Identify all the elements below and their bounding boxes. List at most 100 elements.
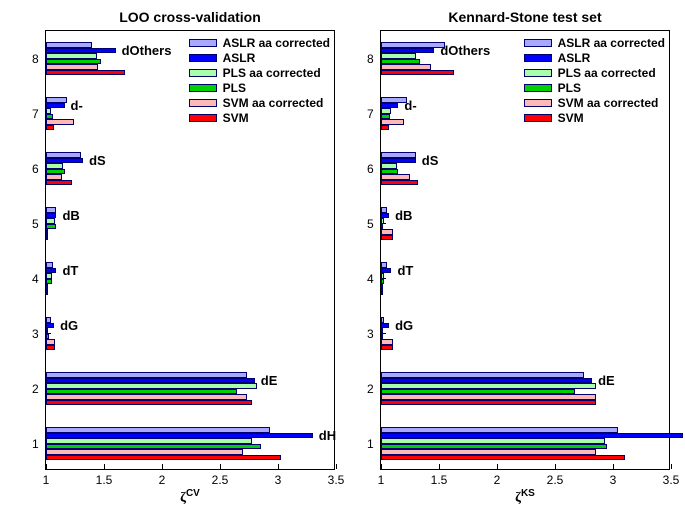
bar [381, 235, 393, 241]
xtick [613, 464, 614, 469]
xlabel: ζKS [381, 488, 669, 507]
legend-text: SVM [558, 111, 584, 125]
legend-swatch [524, 39, 552, 47]
group-label: dH [319, 428, 336, 443]
legend-swatch [524, 114, 552, 122]
bar [46, 400, 252, 406]
legend-item: PLS aa corrected [524, 65, 665, 80]
legend-item: SVM aa corrected [524, 95, 665, 110]
xtick-label: 2.5 [212, 473, 229, 487]
bar [381, 345, 393, 351]
group-label: dOthers [122, 43, 172, 58]
group-label: dE [261, 373, 278, 388]
legend-swatch [189, 114, 217, 122]
bar [46, 70, 125, 76]
xtick-label: 1.5 [96, 473, 113, 487]
xtick-label: 1 [43, 473, 50, 487]
ytick-label: 7 [367, 107, 374, 121]
bar [381, 125, 389, 131]
group-label: d- [404, 98, 416, 113]
xlabel: ζCV [46, 488, 334, 507]
ytick-label: 6 [32, 162, 39, 176]
legend-text: PLS [558, 81, 581, 95]
bar [381, 70, 454, 76]
legend-swatch [524, 99, 552, 107]
ytick-label: 4 [32, 272, 39, 286]
legend-swatch [524, 54, 552, 62]
ytick-label: 6 [367, 162, 374, 176]
ytick-label: 2 [32, 382, 39, 396]
legend-text: ASLR aa corrected [558, 36, 665, 50]
legend-item: ASLR [189, 50, 330, 65]
legend: ASLR aa correctedASLRPLS aa correctedPLS… [189, 35, 330, 125]
legend-item: PLS [524, 80, 665, 95]
xtick-label: 2.5 [547, 473, 564, 487]
panel-title: LOO cross-validation [46, 9, 334, 25]
panel-left: LOO cross-validationζCV11.522.533.512345… [45, 30, 335, 470]
panel-right: Kennard-Stone test setζKS11.522.533.5123… [380, 30, 670, 470]
ytick-label: 8 [32, 52, 39, 66]
xtick [497, 464, 498, 469]
xtick-label: 3.5 [328, 473, 345, 487]
legend-text: ASLR [558, 51, 591, 65]
bar [46, 345, 55, 351]
group-label: dE [598, 373, 615, 388]
figure: LOO cross-validationζCV11.522.533.512345… [0, 0, 685, 522]
bar [46, 125, 54, 131]
group-label: dG [60, 318, 78, 333]
group-label: dT [397, 263, 413, 278]
legend-swatch [189, 84, 217, 92]
xtick-label: 1 [378, 473, 385, 487]
legend-item: SVM [524, 110, 665, 125]
group-label: dG [395, 318, 413, 333]
xtick [104, 464, 105, 469]
bar [46, 455, 281, 461]
ytick-label: 4 [367, 272, 374, 286]
legend-text: SVM [223, 111, 249, 125]
ytick-label: 7 [32, 107, 39, 121]
ytick-label: 2 [367, 382, 374, 396]
legend-swatch [524, 84, 552, 92]
ytick-label: 5 [32, 217, 39, 231]
legend-item: SVM aa corrected [189, 95, 330, 110]
xtick-label: 2 [494, 473, 501, 487]
bar [381, 400, 596, 406]
xtick-label: 3 [275, 473, 282, 487]
legend-swatch [189, 39, 217, 47]
xtick [381, 464, 382, 469]
group-label: dB [62, 208, 79, 223]
xtick [439, 464, 440, 469]
ytick-label: 1 [367, 437, 374, 451]
ytick-label: 3 [32, 327, 39, 341]
legend-text: ASLR aa corrected [223, 36, 330, 50]
legend-swatch [189, 99, 217, 107]
ytick-label: 5 [367, 217, 374, 231]
ytick-label: 1 [32, 437, 39, 451]
legend-swatch [189, 54, 217, 62]
bar [46, 235, 48, 241]
legend-text: PLS [223, 81, 246, 95]
legend-text: SVM aa corrected [223, 96, 324, 110]
xtick [46, 464, 47, 469]
xtick [671, 464, 672, 469]
legend-item: ASLR aa corrected [524, 35, 665, 50]
legend-item: PLS aa corrected [189, 65, 330, 80]
ytick-label: 3 [367, 327, 374, 341]
group-label: dT [62, 263, 78, 278]
xtick [162, 464, 163, 469]
legend: ASLR aa correctedASLRPLS aa correctedPLS… [524, 35, 665, 125]
legend-text: PLS aa corrected [558, 66, 656, 80]
xtick [220, 464, 221, 469]
legend-swatch [189, 69, 217, 77]
group-label: dB [395, 208, 412, 223]
group-label: dOthers [440, 43, 490, 58]
xtick [555, 464, 556, 469]
legend-text: PLS aa corrected [223, 66, 321, 80]
legend-text: SVM aa corrected [558, 96, 659, 110]
group-label: dS [89, 153, 106, 168]
group-label: dS [422, 153, 439, 168]
xtick-label: 3 [610, 473, 617, 487]
legend-text: ASLR [223, 51, 256, 65]
xtick-label: 3.5 [663, 473, 680, 487]
xtick-label: 2 [159, 473, 166, 487]
